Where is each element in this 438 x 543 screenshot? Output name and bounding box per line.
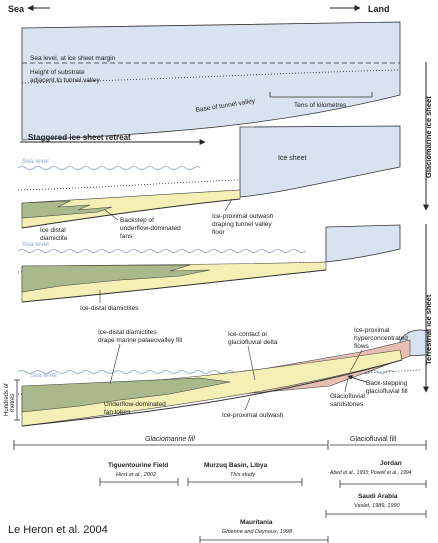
glaciomarine-fill-label: Glaciomarine fill: [145, 436, 195, 443]
panel-4-terrestrial: Sea level Ice-distal diamictites drape m…: [4, 327, 429, 427]
p2-backstep-text-2: underflow-dominated: [120, 225, 181, 232]
p3-sea-level-text: Sea level: [22, 241, 49, 248]
ice-sheet-1: [21, 21, 401, 141]
p2-ice-sheet-text: Ice sheet: [278, 155, 306, 162]
jordan-ref: Abed et al., 1993; Powell et al., 1994: [329, 470, 412, 476]
p2-title: Staggered ice sheet retreat: [28, 133, 131, 142]
p4-hyper-text-2: hyperconcentrated: [354, 335, 408, 342]
sea-label: Sea: [8, 4, 25, 14]
scale-bar-text: Tens of kilometres: [294, 102, 347, 109]
distal-diamictite-4: [21, 377, 231, 413]
distal-diamictite-2: [21, 200, 113, 219]
valley-floor-4: [21, 359, 403, 427]
murzuq-title: Murzuq Basin, Libya: [204, 462, 268, 469]
murzuq-ref: This study: [230, 472, 256, 478]
p3-distal-text: Ice-distal diamictites: [80, 305, 139, 312]
bottom-ranges: Glaciomarine fill Glaciofluvial fill Tig…: [13, 436, 427, 543]
glaciomarine-side-label: Glaciomarine ice sheet: [424, 96, 433, 178]
p4-gsand-text-2: sandstones: [330, 401, 364, 408]
p4-hyper-text-1: Ice-proximal: [354, 327, 390, 334]
side-labels: Glaciomarine ice sheet Terrestrial ice s…: [423, 62, 433, 393]
p1-substrate-text-2: adjacent to tunnel valley: [30, 77, 100, 84]
vscale-text-2: metres: [10, 394, 16, 412]
land-label: Land: [368, 4, 390, 14]
p4-back-text-2: glaciofluvial fill: [366, 388, 408, 395]
jordan-title: Jordan: [380, 460, 402, 467]
ice-sheet-2: [239, 125, 401, 198]
p2-proximal-text-1: Ice-proximal outwash: [212, 213, 274, 220]
saudi-title: Saudi Arabia: [358, 493, 398, 500]
tiguentourine-title: Tiguentourine Field: [108, 462, 168, 469]
p2-backstep-text-1: Backstep of: [120, 217, 154, 224]
distal-diamictite-3: [21, 264, 211, 293]
vscale-text-1: Hundreds of: [4, 383, 10, 416]
p4-outwash-text: Ice-proximal outwash: [222, 412, 284, 419]
panel-3-ice-distal: Sea level Ice-distal diamictites: [17, 224, 401, 312]
p1-sea-level-text: Sea level, at ice sheet margin: [30, 55, 116, 62]
valley-floor-3: [21, 269, 327, 303]
tiguentourine-ref: Hirst et al., 2002: [116, 472, 156, 478]
p2-distal-text-1: Ice distal: [40, 227, 66, 234]
p1-substrate-text-1: Height of substrate: [30, 69, 85, 76]
header: Sea Land: [8, 4, 390, 14]
substrate-line-2: [17, 179, 241, 191]
p4-contact-text-1: Ice-contact or: [228, 331, 268, 338]
p4-hyper-text-3: flows: [354, 343, 370, 350]
p4-fan-text-2: fan lobes: [104, 409, 131, 416]
p4-sea-level-text: Sea level: [30, 372, 57, 379]
citation: Le Heron et al. 2004: [8, 524, 108, 536]
p2-proximal-text-3: floor: [212, 229, 225, 236]
saudi-ref: Vaslet, 1989, 1990: [354, 503, 401, 509]
p2-proximal-text-2: draping tunnel valley: [212, 221, 272, 228]
panel-1-tunnel-valley: Sea level, at ice sheet margin Height of…: [21, 21, 401, 141]
glaciofluvial-fill-label: Glaciofluvial fill: [350, 436, 397, 443]
panel-2-staggered-retreat: Staggered ice sheet retreat Ice sheet Se…: [17, 125, 401, 242]
p2-backstep-text-3: fans: [120, 233, 133, 240]
p4-gsand-text-1: Glaciofluvial: [330, 393, 366, 400]
valley-floor-2: [21, 198, 241, 229]
p4-contact-text-2: glaciofluvial delta: [228, 339, 278, 346]
sea-level-wave-3: [17, 249, 307, 253]
mauritania-title: Mauritania: [240, 519, 273, 526]
p2-sea-level-text: Sea level: [22, 158, 49, 165]
p4-back-text-1: Back-stepping: [366, 380, 408, 387]
p4-distal-text-1: Ice-distal diamictites: [98, 329, 157, 336]
p2-distal-text-2: diamictite: [40, 235, 68, 242]
ice-sheet-3: [325, 224, 401, 263]
p4-fan-text-1: Underflow-dominated: [104, 401, 166, 408]
terrestrial-side-label: Terrestrial ice sheet: [424, 294, 433, 365]
sea-level-wave-2: [17, 166, 201, 170]
p4-distal-text-2: drape marine palaeovalley fill: [98, 337, 183, 344]
back-stepping-arrow: [347, 375, 367, 383]
mauritania-ref: Ghienne and Deynoux, 1998: [222, 529, 293, 535]
